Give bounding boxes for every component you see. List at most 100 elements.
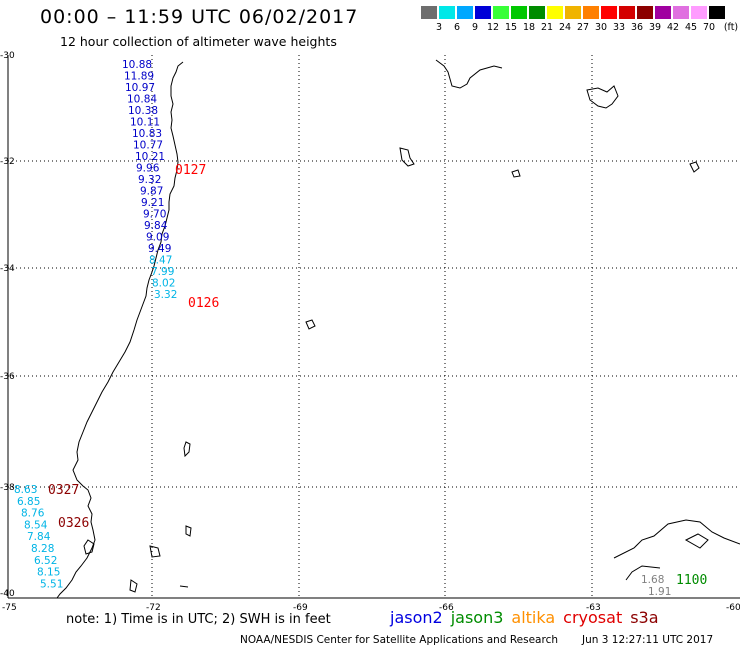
wave-height-value: 8.76 <box>21 508 45 520</box>
scale-label: 39 <box>648 22 662 33</box>
latitude-label: -30 <box>0 51 15 61</box>
satellite-jason3: jason3 <box>450 608 504 627</box>
scale-label: 12 <box>486 22 500 33</box>
latitude-label: -34 <box>0 264 15 274</box>
track-1-labels: 0127 10.8811.8910.9710.8410.3810.1110.83… <box>122 59 206 301</box>
wave-height-value: 10.38 <box>128 105 158 117</box>
scale-label: 36 <box>630 22 644 33</box>
wave-height-value: 9.84 <box>144 220 168 232</box>
island-3 <box>185 525 192 537</box>
scale-swatch <box>493 6 509 19</box>
wave-height-value: 10.88 <box>122 59 152 71</box>
wave-height-value: 9.32 <box>138 174 161 186</box>
pass-time-label-0127: 0127 <box>175 163 206 178</box>
track-3-labels: 0327 8.636.858.768.547.848.286.528.155.5… <box>14 483 79 590</box>
chiloe-island <box>83 539 95 555</box>
wave-height-value: 1.91 <box>648 586 671 598</box>
latitude-label: -36 <box>0 372 15 382</box>
scale-label: 42 <box>666 22 680 33</box>
scale-label: 3 <box>435 22 443 33</box>
scale-swatch <box>655 6 671 19</box>
island-1 <box>305 319 316 330</box>
chile-coastline <box>56 61 184 599</box>
satellite-cryosat: cryosat <box>563 608 623 627</box>
scale-swatch <box>691 6 707 19</box>
scale-swatch <box>475 6 491 19</box>
pass-time-label-0126: 0126 <box>188 296 219 311</box>
wave-height-value: 10.11 <box>130 117 160 129</box>
island-6 <box>129 579 138 593</box>
wave-height-value: 9.70 <box>143 209 166 221</box>
scale-swatch <box>601 6 617 19</box>
scale-label: 45 <box>684 22 698 33</box>
scale-swatch <box>547 6 563 19</box>
wave-height-value: 10.84 <box>127 94 157 106</box>
coastline <box>56 59 740 599</box>
longitude-label: -72 <box>146 603 161 613</box>
coast-south-islet <box>684 533 709 549</box>
longitude-label: -69 <box>293 603 308 613</box>
wave-height-value: 8.28 <box>31 543 54 555</box>
islands-falklands <box>586 85 619 109</box>
credit-line: NOAA/NESDIS Center for Satellite Applica… <box>240 634 558 646</box>
satellite-jason2: jason2 <box>390 608 443 627</box>
generation-timestamp: Jun 3 12:27:11 UTC 2017 <box>582 634 714 646</box>
pass-time-label-0327: 0327 <box>48 483 79 498</box>
longitude-label: -60 <box>726 603 740 613</box>
pass-time-label-0326: 0326 <box>58 516 89 531</box>
scale-label: 33 <box>612 22 626 33</box>
wave-height-value: 9.49 <box>148 243 171 255</box>
wave-height-value: 3.32 <box>154 289 177 301</box>
island-7 <box>399 147 415 167</box>
footnote: note: 1) Time is in UTC; 2) SWH is in fe… <box>66 612 331 627</box>
wave-height-value: 5.51 <box>40 578 63 590</box>
track-2-labels: 0126 <box>188 296 219 311</box>
scale-swatch <box>709 6 725 19</box>
scale-swatch <box>619 6 635 19</box>
coast-south-east <box>613 519 740 559</box>
wave-height-value: 11.89 <box>124 71 154 83</box>
wave-height-value: 9.21 <box>141 197 164 209</box>
scale-swatch <box>511 6 527 19</box>
island-2 <box>183 441 191 458</box>
scale-swatch <box>439 6 455 19</box>
scale-swatch <box>421 6 437 19</box>
axis-tick-labels: -75 -72 -69 -66 -63 -60 -30 -32 -34 -36 -38 -40 <box>0 51 740 613</box>
longitude-label: -63 <box>586 603 601 613</box>
scale-swatch <box>457 6 473 19</box>
pass-time-label-1100: 1100 <box>676 573 707 588</box>
scale-label: 15 <box>504 22 518 33</box>
wave-height-value: 10.97 <box>125 82 155 94</box>
scale-unit: (ft) <box>723 22 739 33</box>
wave-height-value: 10.83 <box>132 128 162 140</box>
coast-argentina-north <box>435 59 503 89</box>
island-5 <box>179 585 189 588</box>
satellite-altika: altika <box>511 608 556 627</box>
scale-swatch <box>529 6 545 19</box>
wave-height-value: 8.63 <box>14 484 37 496</box>
scale-swatch <box>565 6 581 19</box>
scale-label: 24 <box>558 22 572 33</box>
longitude-label: -75 <box>2 603 17 613</box>
wave-height-value: 10.21 <box>135 151 165 163</box>
satellite-legend: jason2 jason3 altika cryosat s3a <box>390 608 667 627</box>
wave-height-value: 6.52 <box>34 555 57 567</box>
scale-label: 30 <box>594 22 608 33</box>
scale-swatch <box>583 6 599 19</box>
island-8 <box>511 169 521 178</box>
wave-height-value: 8.54 <box>24 519 48 531</box>
scale-label: 9 <box>471 22 479 33</box>
island-9 <box>689 161 700 173</box>
scale-label: 6 <box>453 22 461 33</box>
graticule <box>8 55 740 598</box>
track-4-labels: 0326 <box>58 516 89 531</box>
wave-height-value: 9.87 <box>140 186 163 198</box>
island-4 <box>149 545 161 558</box>
coast-south-inlet <box>625 565 661 581</box>
map-title: 00:00 – 11:59 UTC 06/02/2017 <box>40 6 359 28</box>
map-frame <box>7 55 740 599</box>
wave-height-value: 6.85 <box>17 496 40 508</box>
latitude-label: -40 <box>0 589 15 599</box>
map-subtitle: 12 hour collection of altimeter wave hei… <box>60 34 337 49</box>
